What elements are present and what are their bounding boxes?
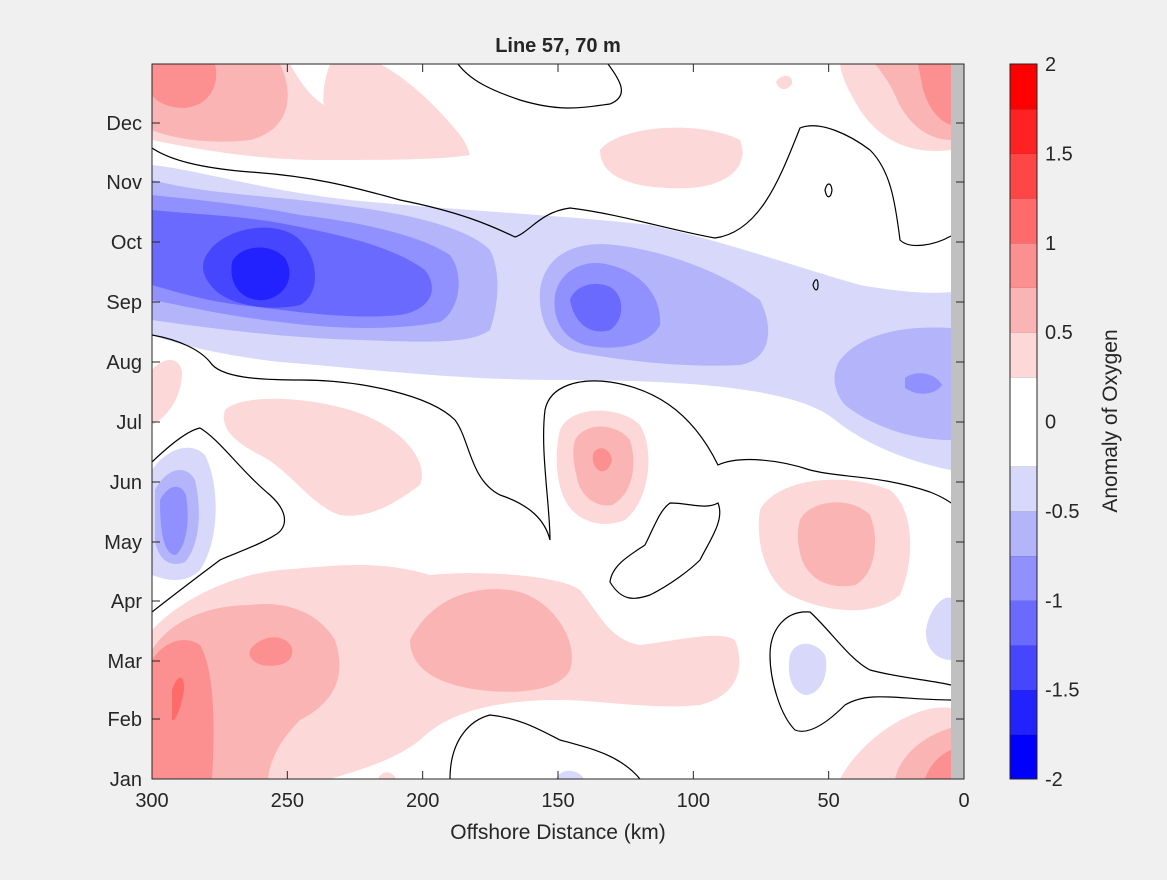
contour-fill-region <box>410 589 572 692</box>
zero-contour-line <box>769 611 952 732</box>
colorbar-level <box>1010 600 1037 646</box>
plot-area <box>152 64 964 779</box>
colorbar <box>1010 63 1037 780</box>
contour-fill-region <box>152 64 217 108</box>
colorbar-level <box>1010 332 1037 378</box>
zero-contour-line <box>609 502 721 599</box>
colorbar-tick-label: -2 <box>1045 769 1063 791</box>
colorbar-box <box>1009 63 1038 780</box>
y-tick-label: Jun <box>110 472 142 494</box>
colorbar-level <box>1010 644 1037 691</box>
contour-fill-region <box>834 327 951 440</box>
contour-fill-region <box>797 502 875 587</box>
colorbar-tick-label: -0.5 <box>1045 501 1079 523</box>
zero-contour-line <box>824 183 833 198</box>
contour-fill-region <box>249 637 293 666</box>
contour-fill-region <box>925 750 951 779</box>
colorbar-level <box>1010 510 1037 557</box>
x-tick-label: 100 <box>677 790 710 812</box>
colorbar-level <box>1010 555 1037 601</box>
contour-fill-region <box>223 398 422 516</box>
colorbar-ticks: -2 -1.5 -1 -0.5 0 0.5 1 1.5 2 <box>1045 54 1079 791</box>
colorbar-level <box>1010 108 1037 154</box>
x-tick-label: 200 <box>406 790 439 812</box>
y-tick-label: Mar <box>108 651 143 673</box>
colorbar-level <box>1010 689 1037 735</box>
colorbar-level <box>1010 198 1037 244</box>
zero-contour-line <box>152 334 952 541</box>
y-tick-label: May <box>104 532 142 554</box>
contour-fill-region <box>918 64 951 125</box>
colorbar-level <box>1010 64 1037 110</box>
colorbar-level <box>1010 734 1037 780</box>
zero-contour-line <box>152 427 286 613</box>
contour-fill-region <box>600 127 743 189</box>
colorbar-tick-label: 1 <box>1045 233 1056 255</box>
x-tick-label: 250 <box>271 790 304 812</box>
chart-title: Line 57, 70 m <box>495 35 621 57</box>
contour-fill-region <box>231 247 290 301</box>
colorbar-level <box>1010 287 1037 333</box>
colorbar-tick-label: 0 <box>1045 412 1056 434</box>
contour-fill-region <box>925 597 951 660</box>
contour-fill-region <box>776 75 793 90</box>
contour-fills <box>152 64 951 779</box>
contour-fill-region <box>323 64 460 147</box>
contour-fill-region <box>905 373 942 394</box>
zero-contour-line <box>812 279 819 291</box>
colorbar-level <box>1010 242 1037 288</box>
y-tick-label: Sep <box>106 292 142 314</box>
colorbar-tick-label: -1 <box>1045 590 1063 612</box>
colorbar-level <box>1010 466 1037 512</box>
colorbar-tick-label: -1.5 <box>1045 680 1079 702</box>
x-axis: 300 250 200 150 100 50 0 <box>135 64 970 812</box>
contour-fill-region <box>592 448 612 472</box>
y-tick-label: Apr <box>111 591 142 613</box>
contour-fill-region <box>788 643 827 695</box>
colorbar-level <box>1010 376 1037 422</box>
contour-fill-region <box>556 770 584 779</box>
x-tick-label: 300 <box>135 790 168 812</box>
x-tick-label: 0 <box>958 790 969 812</box>
colorbar-tick-label: 2 <box>1045 54 1056 76</box>
colorbar-tick-label: 1.5 <box>1045 143 1073 165</box>
contour-fill-region <box>172 677 185 721</box>
y-tick-label: Oct <box>111 232 143 254</box>
x-tick-label: 50 <box>818 790 840 812</box>
y-tick-label: Jan <box>110 769 142 791</box>
y-tick-label: Aug <box>106 352 142 374</box>
y-tick-label: Dec <box>106 113 142 135</box>
y-tick-label: Jul <box>116 412 142 434</box>
zero-contour-line <box>449 714 641 779</box>
contour-fill-region <box>570 283 622 332</box>
y-axis: Jan Feb Mar Apr May Jun Jul Aug Sep Oct Nov Dec <box>104 113 964 791</box>
colorbar-level <box>1010 421 1037 467</box>
colorbar-level <box>1010 153 1037 199</box>
zero-contour-line <box>457 64 622 109</box>
x-tick-label: 150 <box>541 790 574 812</box>
contour-fill-region <box>152 360 182 425</box>
x-axis-label: Offshore Distance (km) <box>450 821 666 844</box>
contour-fill-region <box>160 486 188 555</box>
colorbar-tick-label: 0.5 <box>1045 322 1073 344</box>
contour-fill-region <box>378 772 396 779</box>
contour-fill-region <box>152 640 214 779</box>
zero-contour-line <box>152 125 952 247</box>
colorbar-label: Anomaly of Oxygen <box>1099 329 1122 512</box>
y-tick-label: Feb <box>108 709 142 731</box>
zero-contour-lines <box>152 64 952 779</box>
y-tick-label: Nov <box>106 172 142 194</box>
